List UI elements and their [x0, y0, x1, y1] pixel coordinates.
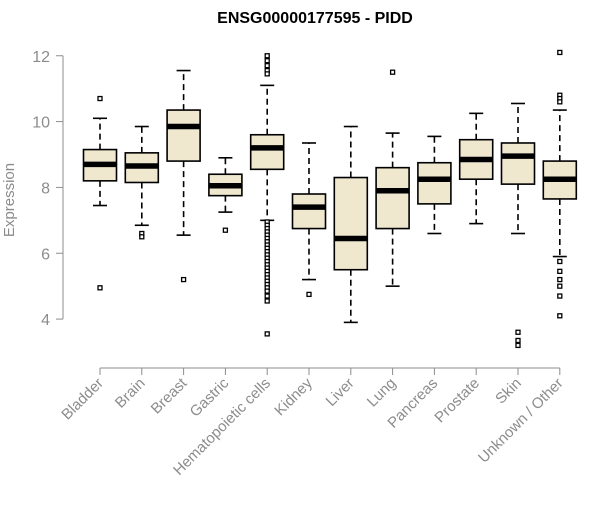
y-tick-label: 6 [41, 246, 50, 263]
x-tick-label: Bladder [58, 375, 107, 424]
x-tick-label: Liver [323, 375, 358, 410]
y-axis-label: Expression [1, 163, 18, 237]
iqr-box [249, 133, 285, 171]
box-gastric [208, 156, 243, 233]
box-liver [333, 125, 369, 324]
outlier-point [264, 71, 270, 77]
x-tick-label: Skin [492, 375, 525, 408]
x-tick-label: Brain [112, 375, 149, 412]
x-tick-label: Lung [364, 375, 400, 411]
box-skin [500, 102, 536, 349]
outlier-point [264, 58, 270, 64]
box-prostate [458, 112, 494, 225]
boxes-group [82, 49, 578, 349]
box-kidney [291, 142, 327, 298]
box-brain [124, 125, 160, 240]
outlier-point [557, 293, 563, 299]
outlier-point [264, 293, 270, 299]
y-tick-label: 10 [32, 115, 50, 132]
outlier-point [557, 99, 563, 105]
x-tick-label: Breast [148, 374, 191, 417]
box-breast [166, 69, 201, 283]
outlier-point [389, 69, 396, 75]
outlier-point [264, 298, 270, 304]
box-pancreas [417, 135, 452, 235]
outlier-point [557, 49, 563, 56]
y-tick-label: 4 [41, 312, 50, 329]
y-tick-label: 8 [41, 180, 50, 197]
box-hematopoietic-cells [249, 53, 285, 337]
outlier-point [97, 95, 103, 102]
box-lung [375, 69, 410, 287]
outlier-point [222, 227, 229, 233]
outlier-point [139, 234, 145, 240]
outlier-point [264, 53, 270, 59]
x-tick-label: Kidney [271, 374, 316, 419]
chart-title: ENSG00000177595 - PIDD [217, 10, 413, 27]
outlier-point [264, 331, 270, 337]
outlier-point [515, 342, 521, 349]
outlier-point [515, 337, 521, 344]
box-unknown-other [542, 49, 578, 319]
outlier-point [180, 276, 187, 283]
outlier-point [557, 313, 563, 319]
x-tick-label: Prostate [431, 375, 483, 427]
outlier-point [557, 283, 563, 289]
iqr-box [500, 142, 536, 185]
iqr-box [417, 161, 452, 205]
iqr-box [375, 166, 410, 230]
outlier-point [557, 258, 563, 265]
iqr-box [166, 109, 201, 162]
outlier-point [97, 285, 103, 291]
y-tick-label: 12 [32, 49, 50, 66]
y-axis: 4 6 8 10 12 [32, 49, 64, 329]
outlier-point [557, 276, 563, 283]
outlier-point [306, 291, 312, 298]
outlier-point [264, 62, 270, 69]
outlier-point [515, 329, 521, 335]
box-bladder [82, 95, 118, 291]
outlier-point [264, 288, 270, 294]
iqr-box [291, 193, 327, 230]
outlier-point [557, 268, 563, 275]
iqr-box [333, 176, 369, 271]
